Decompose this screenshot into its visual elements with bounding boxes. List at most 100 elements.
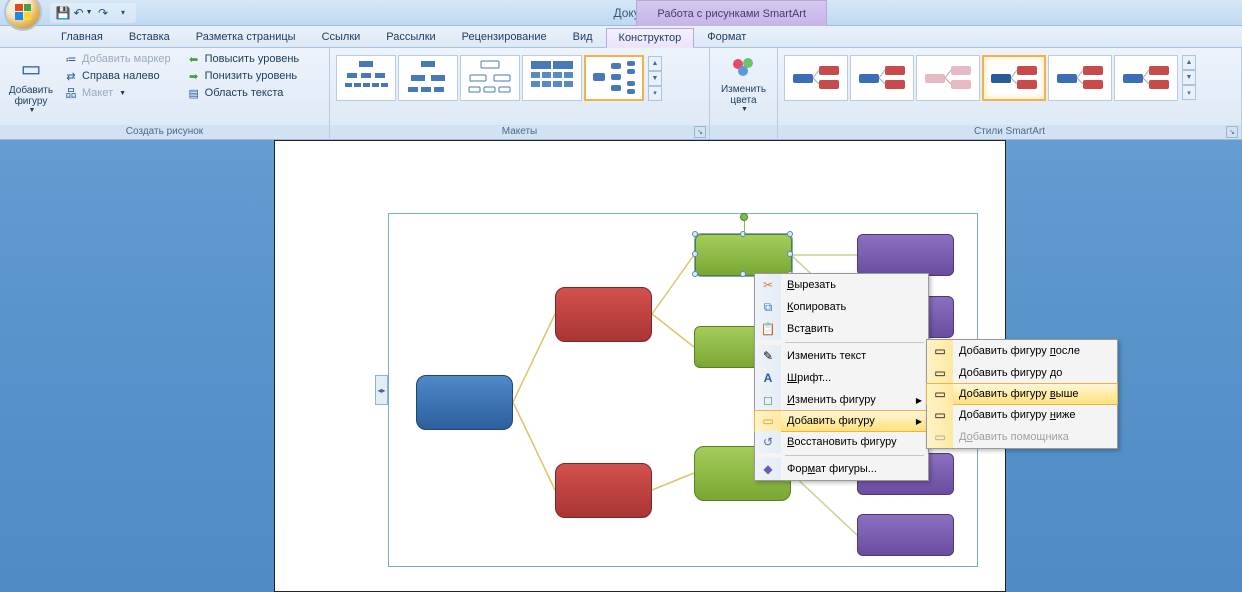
promote-button[interactable]: ⬅Повысить уровень — [183, 51, 304, 67]
qat-customize-icon[interactable]: ▾ — [114, 4, 132, 22]
layouts-dialog-launcher[interactable]: ↘ — [694, 126, 706, 138]
layout-thumb-4[interactable] — [584, 55, 644, 101]
layout-thumb-0[interactable] — [336, 55, 396, 101]
rotate-handle[interactable] — [740, 213, 748, 221]
format-icon: ◆ — [763, 462, 772, 476]
style-thumb-2[interactable] — [916, 55, 980, 101]
title-bar: 💾 ↶▼ ↷ ▾ Документ1 - Microsoft Word Рабо… — [0, 0, 1242, 26]
add-shape-menu-icon: ▭ — [762, 414, 773, 428]
tab-design[interactable]: Конструктор — [606, 28, 695, 48]
after-icon: ▭ — [934, 344, 945, 358]
ctx-add-shape[interactable]: ▭Добавить фигуру▶ ▭Добавить фигуру после… — [754, 410, 929, 432]
restore-icon: ↺ — [763, 435, 773, 449]
tab-references[interactable]: Ссылки — [309, 27, 374, 47]
ribbon: ▭ Добавить фигуру ▼ ≔Добавить маркер ⇄Сп… — [0, 48, 1242, 140]
save-icon[interactable]: 💾 — [54, 4, 72, 22]
rtl-icon: ⇄ — [64, 69, 78, 83]
tab-home[interactable]: Главная — [48, 27, 116, 47]
smartart-shape-mid2[interactable] — [555, 463, 652, 518]
style-thumb-5[interactable] — [1114, 55, 1178, 101]
style-thumb-0[interactable] — [784, 55, 848, 101]
edit-text-icon: ✎ — [763, 349, 773, 363]
sub-add-below[interactable]: ▭Добавить фигуру ниже — [927, 404, 1117, 426]
add-bullet-button[interactable]: ≔Добавить маркер — [60, 51, 175, 67]
layout-thumb-2[interactable] — [460, 55, 520, 101]
smartart-shape-g1[interactable] — [695, 234, 792, 276]
contextual-tab-title: Работа с рисунками SmartArt — [636, 0, 827, 26]
layout-icon: 品 — [64, 86, 78, 100]
ctx-font[interactable]: AШрифт... — [755, 367, 928, 389]
ctx-edit-text[interactable]: ✎Изменить текст — [755, 345, 928, 367]
add-shape-button[interactable]: ▭ Добавить фигуру ▼ — [6, 51, 56, 116]
font-icon: A — [764, 371, 773, 385]
add-shape-icon: ▭ — [15, 53, 47, 85]
sub-add-assistant[interactable]: ▭Добавить помощника — [927, 426, 1117, 448]
smartart-shape-p1[interactable] — [857, 234, 954, 276]
textpane-toggle[interactable]: ◂▸ — [375, 375, 388, 405]
bullet-icon: ≔ — [64, 52, 78, 66]
textpane-icon: ▤ — [187, 86, 201, 100]
below-icon: ▭ — [934, 408, 945, 422]
styles-down[interactable]: ▼ — [1182, 70, 1196, 85]
palette-icon — [728, 52, 760, 84]
tab-view[interactable]: Вид — [560, 27, 606, 47]
cut-icon: ✂ — [763, 278, 773, 292]
paste-icon: 📋 — [761, 322, 776, 336]
smartart-shape-p5[interactable] — [857, 514, 954, 556]
tab-review[interactable]: Рецензирование — [449, 27, 560, 47]
sub-add-before[interactable]: ▭Добавить фигуру до — [927, 362, 1117, 384]
group-layouts: ▲▼▾ Макеты ↘ — [330, 48, 710, 139]
ctx-copy[interactable]: ⧉Копировать — [755, 296, 928, 318]
layouts-gallery: ▲▼▾ — [336, 51, 662, 101]
style-thumb-4[interactable] — [1048, 55, 1112, 101]
textpane-button[interactable]: ▤Область текста — [183, 85, 304, 101]
redo-icon[interactable]: ↷ — [94, 4, 112, 22]
ribbon-tabs: Главная Вставка Разметка страницы Ссылки… — [0, 26, 1242, 48]
smartart-shape-mid1[interactable] — [555, 287, 652, 342]
gallery-more[interactable]: ▾ — [648, 86, 662, 101]
rtl-button[interactable]: ⇄Справа налево — [60, 68, 175, 84]
gallery-up[interactable]: ▲ — [648, 56, 662, 71]
styles-dialog-launcher[interactable]: ↘ — [1226, 126, 1238, 138]
demote-icon: ➡ — [187, 69, 201, 83]
sub-add-above[interactable]: ▭Добавить фигуру выше — [926, 383, 1118, 405]
ctx-change-shape[interactable]: ◻Изменить фигуру▶ — [755, 389, 928, 411]
style-thumb-3[interactable] — [982, 55, 1046, 101]
tab-page-layout[interactable]: Разметка страницы — [183, 27, 309, 47]
demote-button[interactable]: ➡Понизить уровень — [183, 68, 304, 84]
above-icon: ▭ — [934, 387, 945, 401]
smartart-shape-root[interactable] — [416, 375, 513, 430]
ctx-restore[interactable]: ↺Восстановить фигуру — [755, 431, 928, 453]
styles-up[interactable]: ▲ — [1182, 55, 1196, 70]
before-icon: ▭ — [934, 366, 945, 380]
change-colors-button[interactable]: Изменить цвета ▼ — [719, 50, 769, 115]
tab-mailings[interactable]: Рассылки — [373, 27, 448, 47]
layout-button[interactable]: 品Макет▼ — [60, 85, 175, 101]
layout-thumb-1[interactable] — [398, 55, 458, 101]
office-logo-icon — [15, 4, 31, 20]
sub-add-after[interactable]: ▭Добавить фигуру после — [927, 340, 1117, 362]
group-label-layouts: Макеты — [502, 126, 538, 137]
copy-icon: ⧉ — [764, 300, 773, 315]
ctx-format[interactable]: ◆Формат фигуры... — [755, 458, 928, 480]
context-menu: ✂Вырезать ⧉Копировать 📋Вставить ✎Изменит… — [754, 273, 929, 481]
tab-insert[interactable]: Вставка — [116, 27, 183, 47]
group-create-graphic: ▭ Добавить фигуру ▼ ≔Добавить маркер ⇄Сп… — [0, 48, 330, 139]
tab-format[interactable]: Формат — [694, 27, 759, 47]
office-button[interactable] — [4, 0, 42, 31]
ctx-paste[interactable]: 📋Вставить — [755, 318, 928, 340]
undo-icon[interactable]: ↶▼ — [74, 4, 92, 22]
gallery-down[interactable]: ▼ — [648, 71, 662, 86]
group-label-create: Создать рисунок — [0, 125, 329, 139]
add-shape-submenu: ▭Добавить фигуру после ▭Добавить фигуру … — [926, 339, 1118, 449]
styles-gallery: ▲▼▾ — [784, 51, 1196, 101]
styles-more[interactable]: ▾ — [1182, 85, 1196, 100]
group-colors: Изменить цвета ▼ — [710, 48, 778, 139]
ctx-cut[interactable]: ✂Вырезать — [755, 274, 928, 296]
layout-thumb-3[interactable] — [522, 55, 582, 101]
promote-icon: ⬅ — [187, 52, 201, 66]
group-styles: ▲▼▾ Стили SmartArt ↘ — [778, 48, 1242, 139]
group-label-styles: Стили SmartArt — [974, 126, 1045, 137]
assistant-icon: ▭ — [934, 430, 945, 444]
style-thumb-1[interactable] — [850, 55, 914, 101]
